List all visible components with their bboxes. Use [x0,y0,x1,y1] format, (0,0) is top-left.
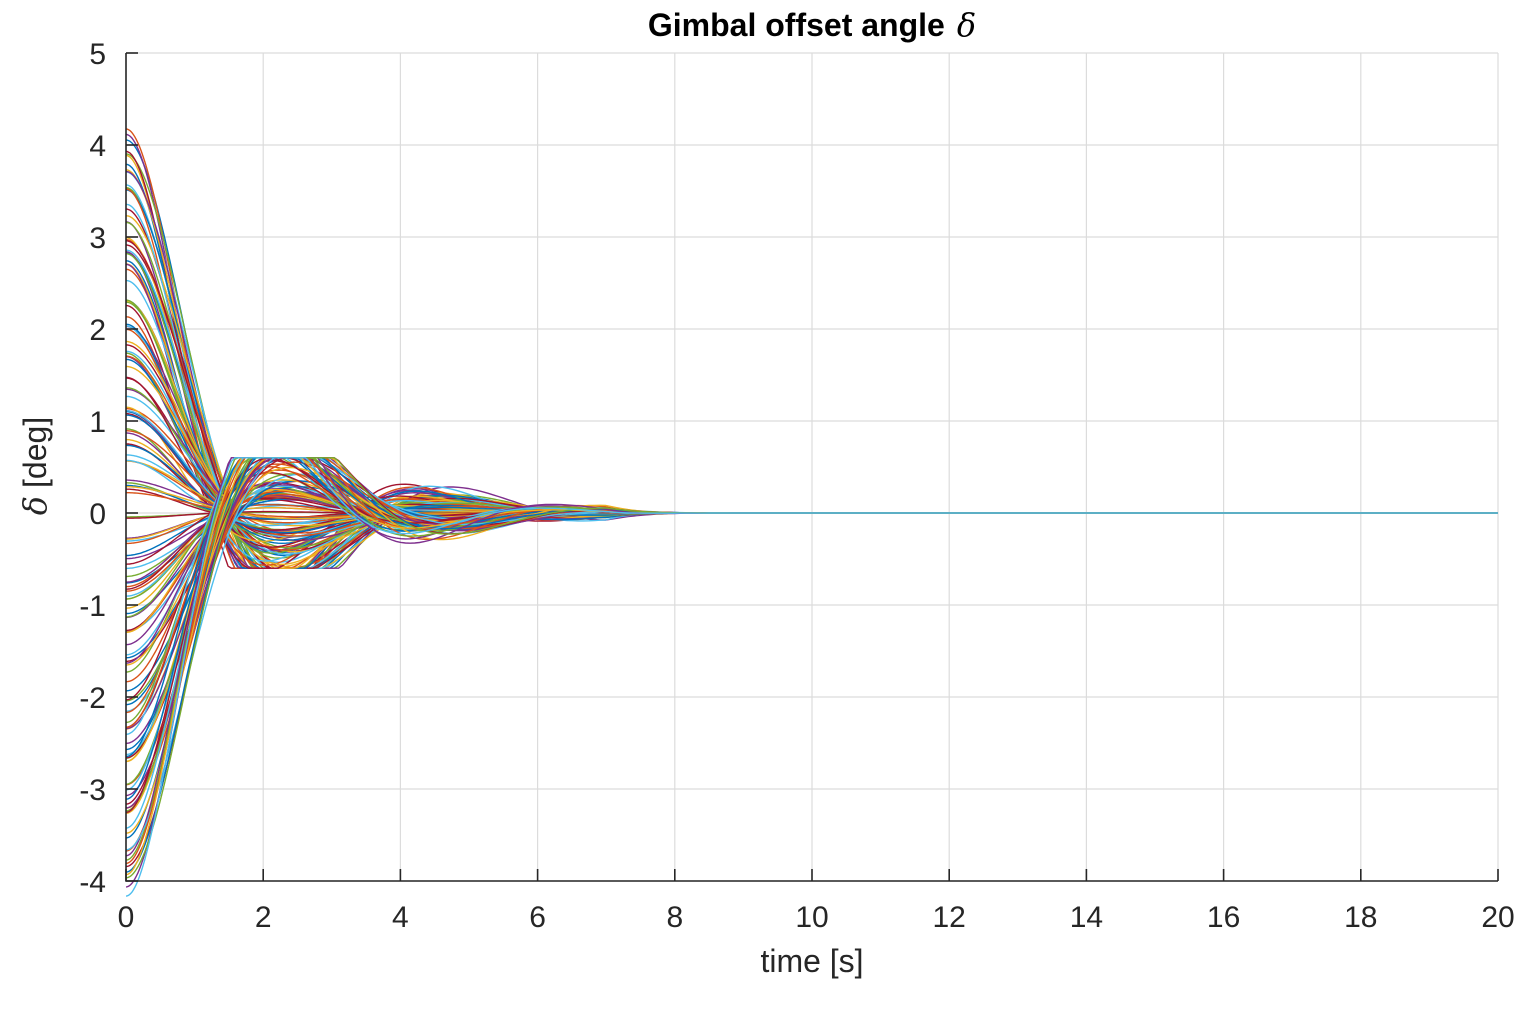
y-tick-label: 2 [89,314,106,347]
x-tick-label: 0 [118,901,135,934]
axes [125,52,1499,882]
y-tick-label: 5 [89,38,106,71]
x-tick-label: 2 [255,901,272,934]
y-tick-label: 1 [89,406,106,439]
y-tick-label: -1 [79,590,106,623]
x-tick-label: 8 [666,901,683,934]
x-tick-label: 20 [1481,901,1514,934]
x-tick-label: 10 [795,901,828,934]
y-tick-label: 3 [89,222,106,255]
x-tick-label: 18 [1344,901,1377,934]
x-tick-label: 16 [1207,901,1240,934]
x-axis-label: time [s] [760,943,863,979]
x-tick-label: 4 [392,901,409,934]
chart-title: Gimbal offset angle δ [648,6,976,44]
axis-frame [125,53,1498,882]
y-tick-label: 0 [89,498,106,531]
y-tick-label: -4 [79,866,106,899]
x-tick-label: 6 [529,901,546,934]
chart-title-text: Gimbal offset angle [648,7,945,43]
x-tick-label: 14 [1070,901,1103,934]
y-axis-label-symbol: δ [16,496,54,515]
chart-title-symbol: δ [957,6,976,44]
y-tick-label: 4 [89,130,106,163]
x-tick-label: 12 [933,901,966,934]
y-axis-label-unit: [deg] [17,417,53,488]
series-group [125,128,1498,897]
y-tick-label: -2 [79,682,106,715]
grid [125,52,1499,882]
trajectory-line [126,457,1498,897]
y-axis-label: δ [deg] [16,417,54,515]
y-tick-label: -3 [79,774,106,807]
